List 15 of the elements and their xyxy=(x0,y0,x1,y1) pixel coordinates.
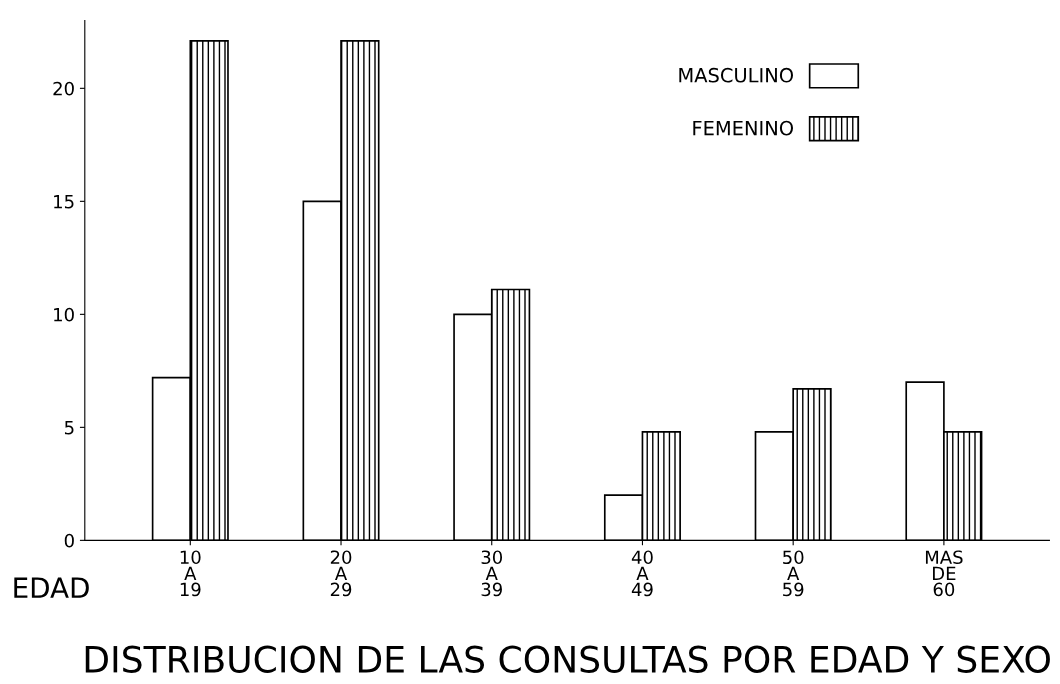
x-tick-label: 40 A 49 xyxy=(631,550,653,597)
y-tick-label: 0 xyxy=(64,533,74,548)
y-tick-label: 10 xyxy=(54,307,74,322)
y-tick-label: 5 xyxy=(64,421,74,435)
x-tick-label: MAS DE 60 xyxy=(925,550,963,597)
x-axis-title: EDAD xyxy=(14,577,89,598)
legend-label: FEMENINO xyxy=(693,120,794,136)
x-tick-label: 10 A 19 xyxy=(180,550,201,597)
x-tick-label: 30 A 39 xyxy=(481,550,503,597)
x-tick-label: 20 A 29 xyxy=(330,550,352,597)
text: DISTRIBUCION DE LAS CONSULTAS POR EDAD Y SEXO xyxy=(85,645,1050,673)
legend-label: MASCULINO xyxy=(679,67,794,83)
y-tick-label: 20 xyxy=(53,81,74,96)
x-tick-label: 50 A 59 xyxy=(783,550,804,597)
y-tick-label: 15 xyxy=(54,195,74,209)
